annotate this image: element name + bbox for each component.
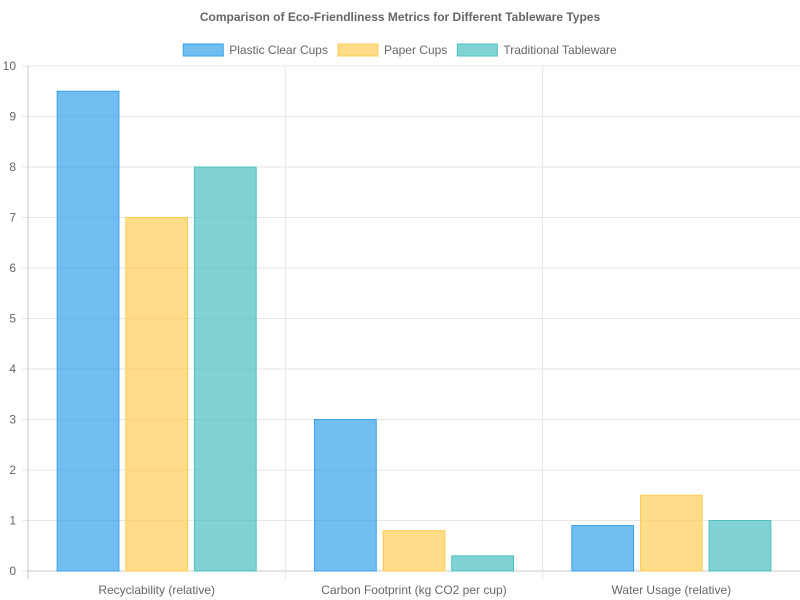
- bar[interactable]: [382, 530, 446, 572]
- x-tick-label: Water Usage (relative): [612, 583, 732, 597]
- y-tick-label: 5: [9, 312, 16, 326]
- legend-swatch: [182, 43, 224, 57]
- legend-item[interactable]: Paper Cups: [337, 43, 447, 57]
- bar[interactable]: [125, 217, 189, 572]
- y-tick-label: 3: [9, 413, 16, 427]
- bar[interactable]: [313, 419, 377, 572]
- y-tick-label: 0: [9, 564, 16, 578]
- bar[interactable]: [56, 90, 120, 572]
- legend: Plastic Clear Cups Paper Cups Traditional …: [182, 43, 617, 57]
- y-tick-label: 9: [9, 110, 16, 124]
- legend-label: Plastic Clear Cups: [229, 43, 328, 57]
- y-tick-label: 4: [9, 362, 16, 376]
- y-tick-label: 2: [9, 463, 16, 477]
- y-tick-label: 7: [9, 211, 16, 225]
- bar[interactable]: [639, 494, 703, 572]
- legend-swatch: [456, 43, 498, 57]
- y-tick-label: 10: [3, 59, 17, 73]
- y-tick-label: 8: [9, 160, 16, 174]
- bar[interactable]: [708, 520, 772, 572]
- bar[interactable]: [193, 166, 257, 572]
- legend-item[interactable]: Plastic Clear Cups: [182, 43, 328, 57]
- legend-swatch: [337, 43, 379, 57]
- y-axis: 0 1 2 3 4 5 6 7 8 9 10: [3, 59, 29, 579]
- bar[interactable]: [451, 555, 515, 572]
- y-tick-label: 1: [9, 514, 16, 528]
- x-tick-label: Recyclability (relative): [98, 583, 215, 597]
- bar[interactable]: [571, 525, 635, 572]
- y-tick-label: 6: [9, 261, 16, 275]
- x-tick-label: Carbon Footprint (kg CO2 per cup): [321, 583, 506, 597]
- chart-title: Comparison of Eco-Friendliness Metrics f…: [200, 10, 601, 24]
- x-axis: Recyclability (relative) Carbon Footprint…: [98, 583, 731, 597]
- legend-item[interactable]: Traditional Tableware: [456, 43, 617, 57]
- legend-label: Paper Cups: [384, 43, 447, 57]
- legend-label: Traditional Tableware: [503, 43, 617, 57]
- bars: [56, 90, 772, 572]
